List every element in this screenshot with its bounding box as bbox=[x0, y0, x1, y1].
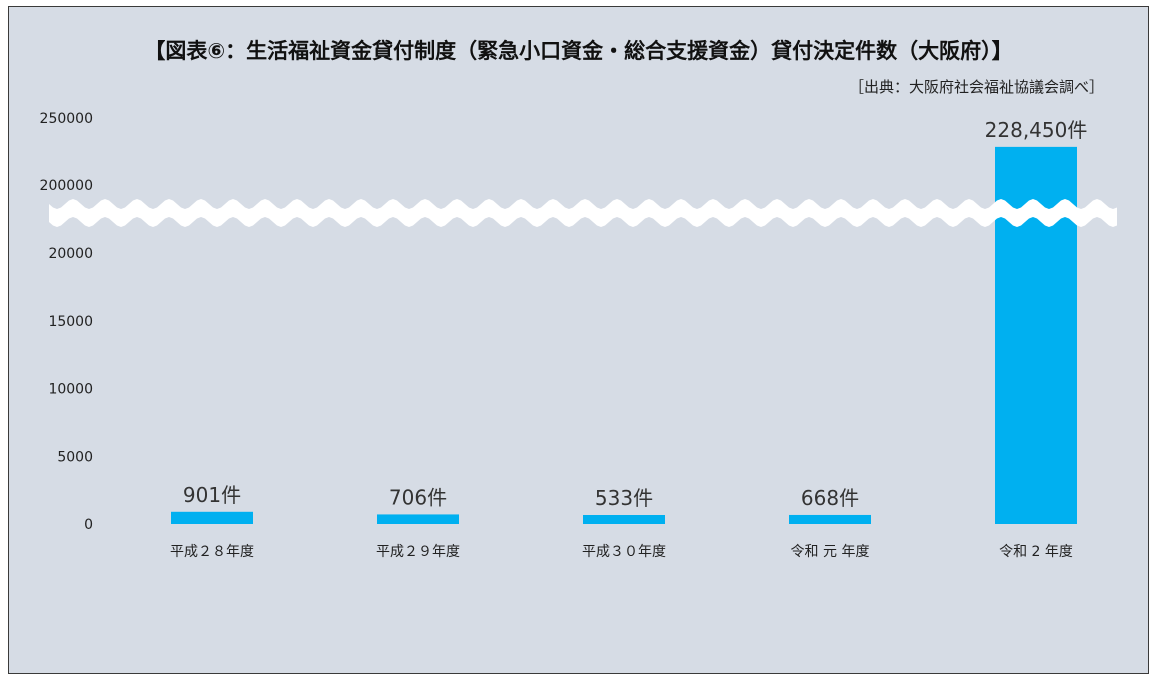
chart-frame: 【図表⑥：生活福祉資金貸付制度（緊急小口資金・総合支援資金）貸付決定件数（大阪府… bbox=[8, 6, 1149, 674]
y-tick-label: 5000 bbox=[57, 449, 93, 465]
data-label: 706件 bbox=[389, 485, 447, 509]
bar bbox=[583, 515, 665, 524]
y-tick-label: 20000 bbox=[48, 246, 93, 262]
data-label: 533件 bbox=[595, 486, 653, 510]
category-label: 令和 元 年度 bbox=[791, 544, 870, 560]
data-label: 668件 bbox=[801, 486, 859, 510]
bar bbox=[377, 514, 459, 524]
category-label: 平成２９年度 bbox=[376, 544, 460, 560]
data-label: 228,450件 bbox=[985, 118, 1088, 142]
y-tick-label: 10000 bbox=[48, 382, 93, 398]
chart-title: 【図表⑥：生活福祉資金貸付制度（緊急小口資金・総合支援資金）貸付決定件数（大阪府… bbox=[144, 39, 1013, 63]
y-tick-label: 250000 bbox=[40, 111, 93, 127]
bar bbox=[789, 514, 871, 524]
bar bbox=[171, 511, 253, 524]
y-tick-label: 15000 bbox=[48, 314, 93, 330]
bar-chart-plot: 0 5000 10000 15000 20000 200000 250000 901件平成２８… bbox=[40, 111, 1117, 560]
y-tick-label: 200000 bbox=[40, 178, 93, 194]
chart-source: ［出典：大阪府社会福祉協議会調べ］ bbox=[848, 78, 1104, 96]
axis-break-band bbox=[49, 199, 1117, 227]
category-label: 平成２８年度 bbox=[170, 544, 254, 560]
category-label: 令和 2 年度 bbox=[999, 544, 1073, 560]
category-label: 平成３０年度 bbox=[582, 544, 666, 560]
y-tick-label: 0 bbox=[84, 517, 93, 533]
data-label: 901件 bbox=[183, 483, 241, 507]
